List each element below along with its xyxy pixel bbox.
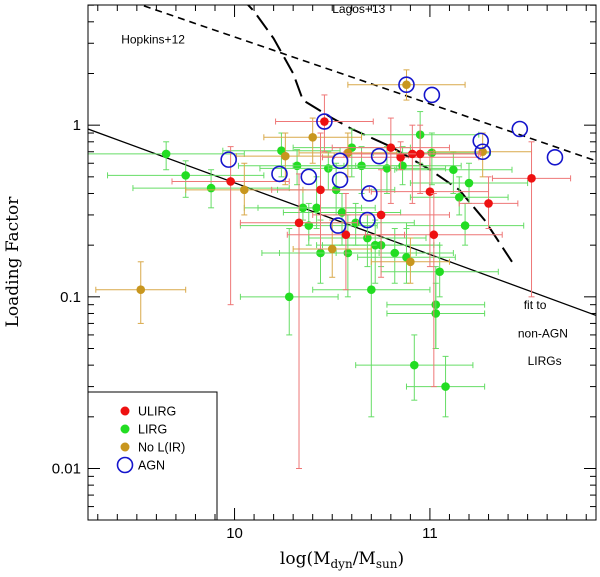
- data-point-ulirg: [415, 149, 425, 159]
- legend-label: AGN: [138, 459, 165, 473]
- data-point-ulirg: [320, 117, 329, 126]
- annotation: Lagos+13: [332, 2, 385, 16]
- series-agn: [220, 76, 564, 234]
- legend: ULIRG LIRG No L(IR) AGN: [88, 391, 218, 520]
- data-point-lirg: [304, 221, 314, 230]
- data-point-lirg: [441, 382, 450, 391]
- data-point-lirg: [398, 161, 407, 171]
- agn-ring: [511, 120, 529, 138]
- legend-box: [88, 391, 218, 520]
- data-point-nolir: [240, 185, 249, 195]
- y-tick-label: 1: [73, 117, 81, 134]
- data-point-lirg: [409, 360, 419, 370]
- data-point-ulirg: [341, 230, 351, 240]
- agn-ring: [331, 171, 349, 189]
- y-axis-label: Loading Factor: [3, 196, 23, 328]
- data-point-lirg: [161, 149, 171, 159]
- agn-ring: [359, 211, 376, 229]
- data-point-lirg: [284, 292, 294, 302]
- data-point-lirg: [460, 221, 470, 230]
- legend-marker-lirg: [120, 424, 130, 434]
- x-axis-label-main: log(M: [280, 549, 331, 569]
- line-hopkins-12: [138, 5, 596, 162]
- data-point-ulirg: [226, 177, 235, 186]
- series-ulirg: [171, 94, 572, 469]
- agn-ring: [546, 148, 564, 166]
- data-point-lirg: [454, 193, 464, 202]
- agn-ring: [423, 86, 441, 104]
- data-point-nolir: [327, 244, 337, 254]
- agn-ring: [329, 217, 347, 234]
- agn-ring: [398, 76, 415, 94]
- agn-ring: [316, 113, 333, 130]
- data-point-nolir: [402, 80, 411, 90]
- agn-ring: [474, 143, 491, 161]
- data-point-ulirg: [316, 185, 325, 195]
- agn-ring: [271, 165, 288, 183]
- axes: 10 11 0.01 0.1 1: [52, 4, 597, 542]
- x-tick-label: 10: [226, 525, 243, 542]
- x-tick-label: 11: [422, 525, 438, 542]
- data-point-ulirg: [429, 230, 439, 240]
- data-point-lirg: [427, 148, 437, 158]
- legend-label: ULIRG: [138, 405, 176, 419]
- annotation: LIRGs: [528, 354, 562, 368]
- annotation: non-AGN: [518, 326, 568, 340]
- data-point-ulirg: [425, 187, 435, 196]
- data-point-lirg: [435, 267, 444, 277]
- data-point-lirg: [367, 285, 376, 295]
- data-point-ulirg: [527, 174, 536, 183]
- data-point-lirg: [206, 183, 216, 193]
- agn-ring: [361, 185, 378, 202]
- line-lagos-13: [246, 5, 513, 263]
- legend-label: LIRG: [138, 423, 167, 437]
- data-point-ulirg: [386, 143, 396, 152]
- data-point-nolir: [281, 151, 290, 161]
- data-point-ulirg: [396, 152, 405, 162]
- agn-ring: [472, 132, 490, 150]
- data-point-lirg: [181, 171, 190, 180]
- data-point-lirg: [390, 248, 400, 258]
- y-tick-label: 0.01: [52, 461, 81, 478]
- x-axis-label: log(Mdyn/Msun): [280, 549, 404, 571]
- agn-ring: [220, 151, 237, 168]
- data-point-lirg: [312, 203, 321, 213]
- data-point-ulirg: [376, 210, 386, 220]
- legend-marker-agn: [116, 456, 134, 474]
- annotations: Lagos+13 Hopkins+12 fit to non-AGN LIRGs: [121, 2, 568, 368]
- legend-marker-ulirg: [120, 406, 130, 416]
- data-point-ulirg: [484, 199, 493, 208]
- data-points: [88, 69, 572, 469]
- data-point-lirg: [464, 178, 474, 188]
- agn-ring: [300, 168, 318, 186]
- x-axis-label-mid: /M: [353, 549, 376, 569]
- data-point-nolir: [308, 132, 317, 142]
- x-axis-label-close: ): [397, 549, 404, 569]
- x-axis-label-sub-dyn: dyn: [330, 557, 352, 571]
- annotation: fit to: [524, 298, 547, 312]
- data-point-nolir: [406, 257, 415, 267]
- data-point-lirg: [337, 208, 347, 217]
- data-point-ulirg: [294, 218, 304, 228]
- data-point-lirg: [431, 309, 441, 318]
- agn-ring: [370, 147, 388, 165]
- y-tick-label: 0.1: [60, 289, 81, 306]
- plot-frame: [87, 4, 597, 521]
- legend-marker-nolir: [120, 442, 130, 452]
- x-axis-label-sub-sun: sun: [376, 557, 398, 571]
- legend-label: No L(IR): [138, 441, 185, 455]
- data-point-nolir: [136, 285, 146, 295]
- agn-ring: [331, 152, 349, 170]
- data-point-lirg: [449, 165, 458, 175]
- annotation: Hopkins+12: [121, 32, 185, 46]
